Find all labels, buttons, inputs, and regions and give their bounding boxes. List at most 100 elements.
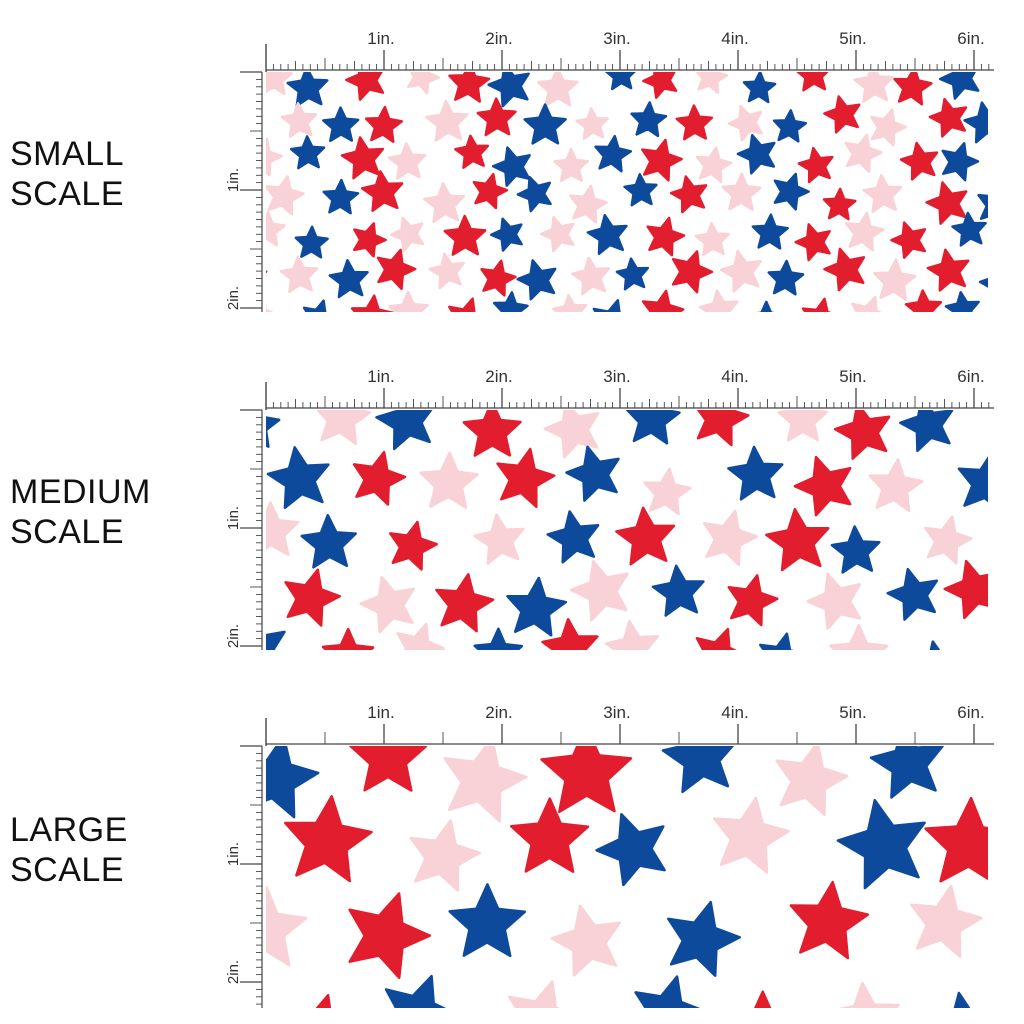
ruler-label-6in: 6in. bbox=[957, 703, 984, 722]
blue-star bbox=[592, 299, 621, 312]
pink-star bbox=[694, 221, 730, 257]
red-star bbox=[360, 170, 404, 213]
blue-star bbox=[565, 445, 620, 502]
pink-star bbox=[279, 255, 319, 294]
small-scale-label-line1: SMALL bbox=[10, 135, 124, 173]
blue-star bbox=[546, 510, 600, 564]
red-star bbox=[874, 22, 915, 61]
blue-star bbox=[448, 883, 527, 958]
red-star bbox=[669, 175, 708, 214]
red-star bbox=[890, 221, 927, 259]
pink-star bbox=[508, 980, 561, 1008]
pink-star bbox=[712, 796, 790, 874]
red-star bbox=[284, 795, 373, 883]
large-scale-label: LARGE SCALE bbox=[10, 810, 128, 890]
pink-star bbox=[528, 28, 559, 61]
red-star bbox=[510, 797, 590, 873]
blue-star bbox=[869, 746, 944, 799]
medium-scale-label-line2: SCALE bbox=[10, 513, 124, 551]
star-pattern bbox=[216, 352, 1006, 662]
pink-star bbox=[504, 688, 577, 729]
undefined-star bbox=[230, 18, 266, 53]
pink-star bbox=[695, 72, 729, 94]
blue-star bbox=[886, 567, 939, 621]
blue-star bbox=[328, 259, 369, 299]
pink-star bbox=[910, 884, 983, 958]
blue-star bbox=[772, 109, 808, 143]
red-star bbox=[642, 72, 678, 99]
pink-star bbox=[829, 623, 889, 650]
pink-star bbox=[727, 104, 763, 142]
pink-star bbox=[851, 295, 882, 312]
red-star bbox=[216, 63, 237, 103]
blue-star bbox=[630, 101, 668, 138]
red-star bbox=[641, 138, 683, 182]
blue-star bbox=[294, 225, 329, 259]
blue-star bbox=[272, 688, 360, 710]
large-scale-swatch: 1in. 2in. 3in. 4in. 5in. 6in. 1in. 2in. bbox=[216, 688, 1006, 1020]
pink-star bbox=[844, 211, 885, 252]
ruler-label-4in: 4in. bbox=[721, 29, 748, 48]
vertical-ruler: 1in. 2in. bbox=[225, 71, 263, 312]
red-star bbox=[822, 187, 857, 221]
pink-star bbox=[438, 352, 489, 385]
red-star bbox=[675, 104, 714, 141]
undefined-star bbox=[216, 352, 248, 380]
vruler-label-1in: 1in. bbox=[225, 842, 242, 866]
pink-star bbox=[423, 182, 466, 223]
pink-star bbox=[575, 107, 609, 140]
red-star bbox=[462, 410, 522, 457]
red-star bbox=[352, 222, 387, 258]
red-star bbox=[997, 626, 1006, 662]
blue-star bbox=[957, 456, 988, 507]
pink-star bbox=[989, 396, 1006, 453]
small-scale-svg: 1in. 2in. 3in. 4in. 5in. 6in. 1in. 2in. bbox=[216, 18, 994, 312]
ruler-label-6in: 6in. bbox=[957, 367, 984, 386]
red-star bbox=[216, 226, 234, 259]
red-star bbox=[266, 270, 268, 274]
red-star bbox=[904, 289, 943, 312]
vruler-label-2in: 2in. bbox=[225, 286, 242, 310]
star-pattern bbox=[216, 688, 988, 1020]
blue-star bbox=[384, 974, 447, 1008]
pink-star bbox=[552, 293, 588, 312]
red-star bbox=[671, 250, 714, 294]
blue-star bbox=[944, 291, 980, 312]
pink-star bbox=[777, 410, 829, 442]
blue-star bbox=[277, 352, 329, 395]
ruler-label-3in: 3in. bbox=[603, 703, 630, 722]
pink-star bbox=[473, 513, 525, 565]
red-star bbox=[284, 568, 341, 627]
red-star bbox=[754, 990, 772, 1008]
red-star bbox=[695, 627, 737, 650]
ruler-label-2in: 2in. bbox=[485, 703, 512, 722]
blue-star bbox=[941, 142, 980, 182]
pink-star bbox=[721, 172, 762, 211]
vruler-label-1in: 1in. bbox=[225, 168, 242, 192]
red-star bbox=[352, 450, 407, 506]
horizontal-ruler: 1in. 2in. 3in. 4in. 5in. 6in. bbox=[265, 367, 994, 410]
red-star bbox=[893, 72, 933, 106]
red-star bbox=[615, 506, 676, 566]
red-star bbox=[321, 627, 375, 650]
pink-star bbox=[216, 981, 258, 1020]
red-star bbox=[926, 248, 970, 292]
red-star bbox=[412, 28, 451, 68]
pink-star bbox=[266, 501, 300, 557]
red-star bbox=[794, 223, 831, 262]
pink-star bbox=[669, 21, 708, 59]
blue-star bbox=[492, 291, 529, 312]
blue-star bbox=[615, 257, 650, 291]
pink-star bbox=[868, 458, 924, 513]
blue-star bbox=[302, 299, 328, 312]
medium-scale-svg: 1in. 2in. 3in. 4in. 5in. 6in. 1in. 2in. bbox=[216, 352, 1006, 662]
pink-star bbox=[698, 289, 739, 312]
ruler-label-4in: 4in. bbox=[721, 367, 748, 386]
pink-star bbox=[419, 451, 479, 509]
blue-star bbox=[929, 640, 941, 650]
blue-star bbox=[736, 134, 776, 175]
horizontal-ruler: 1in. 2in. 3in. 4in. 5in. 6in. bbox=[265, 703, 994, 746]
red-star bbox=[924, 796, 988, 883]
blue-star bbox=[751, 213, 789, 250]
red-star bbox=[443, 214, 487, 256]
